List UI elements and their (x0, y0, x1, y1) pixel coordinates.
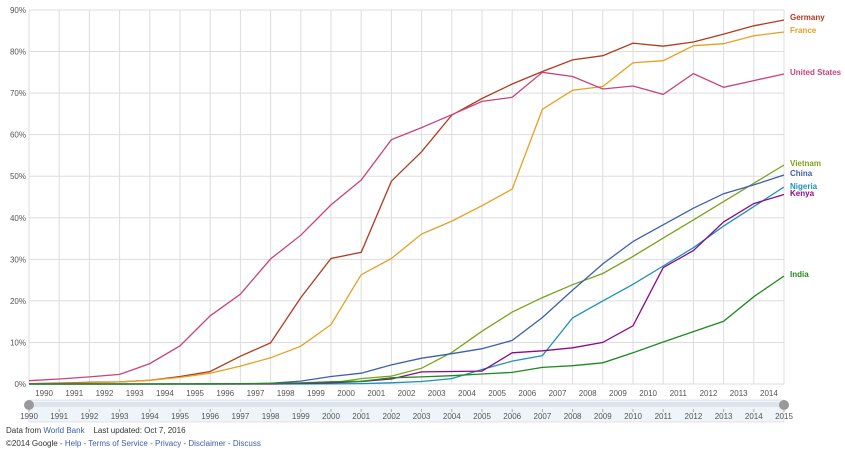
x-tick-label: 1999 (307, 389, 325, 398)
x-tick-label: 1998 (277, 389, 295, 398)
y-tick-label: 80% (10, 48, 26, 57)
slider-tick-label: 2002 (383, 412, 401, 421)
x-tick-label: 2000 (337, 389, 355, 398)
slider-tick-label: 2007 (534, 412, 552, 421)
x-tick-label: 2010 (639, 389, 657, 398)
slider-tick-label: 2004 (443, 412, 461, 421)
slider-tick-label: 1997 (232, 412, 250, 421)
slider-tick-label: 2011 (655, 412, 673, 421)
y-tick-label: 60% (10, 131, 26, 140)
slider-tick-label: 2014 (745, 412, 763, 421)
x-tick-label: 2003 (428, 389, 446, 398)
y-axis: 0% 10% 20% 30% 40% 50% 60% 70% 80% 90% (10, 6, 26, 389)
x-tick-label: 2005 (488, 389, 506, 398)
y-tick-label: 10% (10, 338, 26, 347)
slider-tick-label: 1995 (171, 412, 189, 421)
x-tick-label: 1992 (96, 389, 114, 398)
series-line-france (28, 31, 785, 385)
last-updated: Last updated: Oct 7, 2016 (93, 426, 186, 435)
disclaimer-link[interactable]: Disclaimer (188, 439, 226, 448)
data-source: Data from World Bank Last updated: Oct 7… (6, 426, 186, 435)
y-tick-label: 50% (10, 172, 26, 181)
series-label-germany: Germany (790, 13, 825, 22)
time-slider[interactable]: 1990 1991 1992 1993 1994 1995 1996 1997 1998 1999… (20, 399, 793, 423)
data-from-label: Data from (6, 426, 42, 435)
series-label-india: India (790, 270, 809, 279)
slider-start-handle[interactable] (24, 400, 34, 410)
world-bank-link[interactable]: World Bank (43, 426, 85, 435)
y-tick-label: 30% (10, 255, 26, 264)
x-tick-label: 2001 (367, 389, 385, 398)
x-tick-label: 2012 (700, 389, 718, 398)
slider-tick-label: 1994 (141, 412, 159, 421)
slider-end-handle[interactable] (779, 400, 789, 410)
copyright: ©2014 Google (6, 439, 58, 448)
slider-tick-label: 2015 (775, 412, 793, 421)
x-tick-label: 2011 (670, 389, 688, 398)
slider-tick-label: 1993 (111, 412, 129, 421)
series-line-kenya (29, 193, 785, 385)
y-tick-label: 0% (14, 380, 26, 389)
y-tick-label: 70% (10, 89, 26, 98)
footer-links: ©2014 Google - Help - Terms of Service -… (6, 439, 261, 448)
slider-tick-label: 2008 (564, 412, 582, 421)
slider-tick-label: 1990 (20, 412, 38, 421)
x-tick-label: 2008 (579, 389, 597, 398)
slider-tick-label: 2010 (624, 412, 642, 421)
series-label-vietnam: Vietnam (790, 159, 821, 168)
help-link[interactable]: Help (64, 439, 82, 448)
line-chart: 0%10%20%30%40%50%60%70%80%90% 1990 1991 19… (10, 6, 842, 423)
x-tick-label: 2013 (730, 389, 748, 398)
series-line-united-states (28, 71, 785, 382)
series-label-china: China (790, 169, 813, 178)
series-line-vietnam (29, 164, 785, 385)
x-tick-label: 1995 (186, 389, 204, 398)
slider-tick-label: 2009 (594, 412, 612, 421)
x-tick-label: 2009 (609, 389, 627, 398)
series-label-kenya: Kenya (790, 189, 815, 198)
x-tick-label: 2007 (549, 389, 567, 398)
series-line-india (29, 275, 785, 385)
series-label-united-states: United States (790, 68, 842, 77)
series-lines (28, 19, 785, 385)
slider-tick-label: 1996 (201, 412, 219, 421)
slider-tick-label: 1999 (292, 412, 310, 421)
slider-tick-label: 2003 (413, 412, 431, 421)
x-tick-label: 2014 (760, 389, 778, 398)
slider-tick-label: 1992 (81, 412, 99, 421)
discuss-link[interactable]: Discuss (232, 439, 261, 448)
x-tick-label: 1990 (35, 389, 53, 398)
x-tick-label: 1993 (126, 389, 144, 398)
series-label-france: France (790, 26, 817, 35)
slider-tick-label: 2012 (685, 412, 703, 421)
x-tick-label: 1994 (156, 389, 174, 398)
slider-tick-label: 1991 (50, 412, 68, 421)
x-tick-label: 2002 (398, 389, 416, 398)
y-tick-label: 20% (10, 297, 26, 306)
series-line-germany (28, 19, 785, 385)
x-tick-label: 1996 (216, 389, 234, 398)
series-label-nigeria: Nigeria (790, 182, 818, 191)
x-tick-label: 2006 (518, 389, 536, 398)
slider-tick-label: 2005 (473, 412, 491, 421)
slider-tick-label: 1998 (262, 412, 280, 421)
slider-tick-label: 2013 (715, 412, 733, 421)
x-tick-label: 1991 (65, 389, 83, 398)
slider-tick-label: 2006 (503, 412, 521, 421)
x-axis: 1990 1991 1992 1993 1994 1995 1996 1997 1998 1999… (35, 389, 778, 398)
privacy-link[interactable]: Privacy (154, 439, 182, 448)
slider-tick-label: 2001 (352, 412, 370, 421)
y-tick-label: 90% (10, 6, 26, 15)
terms-link[interactable]: Terms of Service (88, 439, 148, 448)
slider-range-bar (29, 402, 784, 407)
series-line-nigeria (29, 186, 785, 385)
grid (28, 9, 785, 385)
x-tick-label: 2004 (458, 389, 476, 398)
series-line-china (29, 174, 785, 385)
x-tick-label: 1997 (247, 389, 265, 398)
y-tick-label: 40% (10, 214, 26, 223)
slider-tick-label: 2000 (322, 412, 340, 421)
